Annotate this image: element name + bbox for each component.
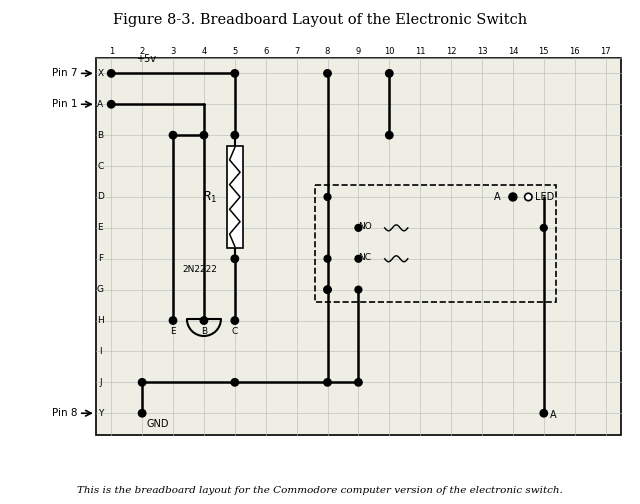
Circle shape <box>231 379 239 386</box>
Text: I: I <box>99 347 102 356</box>
Circle shape <box>231 255 239 263</box>
Circle shape <box>231 317 239 324</box>
Text: This is the breadboard layout for the Commodore computer version of the electron: This is the breadboard layout for the Co… <box>77 486 563 495</box>
Circle shape <box>540 224 547 231</box>
Circle shape <box>324 286 331 293</box>
Circle shape <box>355 379 362 386</box>
Circle shape <box>108 70 115 77</box>
Text: A: A <box>97 100 104 109</box>
Circle shape <box>355 224 362 231</box>
Circle shape <box>138 410 146 417</box>
Text: 13: 13 <box>477 47 487 56</box>
Text: F: F <box>98 254 103 263</box>
Circle shape <box>170 317 177 324</box>
Text: X: X <box>97 69 104 78</box>
Circle shape <box>231 70 239 77</box>
Text: E: E <box>170 327 176 336</box>
Circle shape <box>385 70 393 77</box>
Circle shape <box>385 132 393 139</box>
Text: 17: 17 <box>600 47 611 56</box>
Text: G: G <box>97 285 104 294</box>
Text: H: H <box>97 316 104 325</box>
Text: 6: 6 <box>263 47 268 56</box>
Text: GND: GND <box>147 419 169 429</box>
Text: 8: 8 <box>325 47 330 56</box>
Text: 2N2222: 2N2222 <box>182 265 217 274</box>
Text: $R_1$: $R_1$ <box>202 190 218 205</box>
Text: J: J <box>99 378 102 387</box>
Text: 15: 15 <box>538 47 549 56</box>
Text: 10: 10 <box>384 47 394 56</box>
Text: LED: LED <box>534 192 554 202</box>
Circle shape <box>324 194 331 201</box>
Bar <box>315 184 556 302</box>
Circle shape <box>540 410 547 417</box>
Text: C: C <box>232 327 238 336</box>
Text: 4: 4 <box>202 47 207 56</box>
Bar <box>227 146 243 248</box>
Text: Figure 8-3. Breadboard Layout of the Electronic Switch: Figure 8-3. Breadboard Layout of the Ele… <box>113 13 527 27</box>
Text: B: B <box>97 131 104 140</box>
Text: +5v: +5v <box>136 54 156 65</box>
Circle shape <box>200 132 207 139</box>
Circle shape <box>355 256 362 262</box>
Circle shape <box>324 286 332 293</box>
Circle shape <box>170 132 177 139</box>
Circle shape <box>108 101 115 108</box>
Text: 11: 11 <box>415 47 426 56</box>
Text: 14: 14 <box>508 47 518 56</box>
Text: 12: 12 <box>446 47 456 56</box>
Text: E: E <box>98 223 103 232</box>
Text: Pin 7: Pin 7 <box>52 69 77 78</box>
Circle shape <box>200 317 207 324</box>
Text: A: A <box>550 410 557 420</box>
Text: C: C <box>97 162 104 170</box>
Text: 5: 5 <box>232 47 237 56</box>
Circle shape <box>355 286 362 293</box>
Circle shape <box>525 193 532 201</box>
Text: Pin 1: Pin 1 <box>52 99 77 109</box>
Text: 1: 1 <box>109 47 114 56</box>
Text: Pin 8: Pin 8 <box>52 408 77 418</box>
Text: D: D <box>97 193 104 202</box>
Text: 3: 3 <box>170 47 176 56</box>
Text: 16: 16 <box>570 47 580 56</box>
Text: Y: Y <box>98 409 103 418</box>
Circle shape <box>324 70 332 77</box>
Text: 9: 9 <box>356 47 361 56</box>
Circle shape <box>138 379 146 386</box>
Text: A: A <box>494 192 500 202</box>
Text: B: B <box>201 327 207 336</box>
Circle shape <box>324 256 331 262</box>
Text: 7: 7 <box>294 47 300 56</box>
Text: 2: 2 <box>140 47 145 56</box>
Circle shape <box>324 379 332 386</box>
Circle shape <box>231 132 239 139</box>
Text: NO: NO <box>358 222 372 231</box>
Text: NC: NC <box>358 253 371 262</box>
Circle shape <box>509 193 517 201</box>
